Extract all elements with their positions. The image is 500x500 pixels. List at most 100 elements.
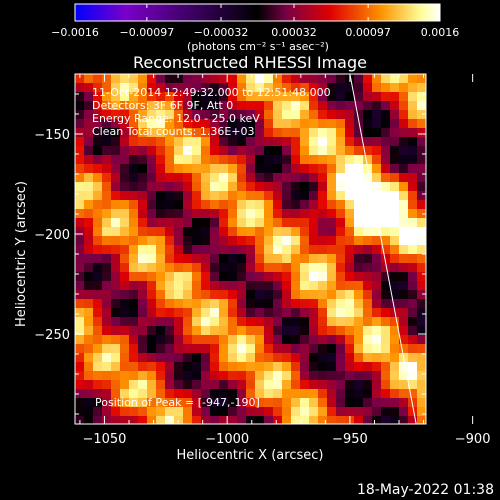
heatmap-cell	[417, 362, 426, 371]
heatmap-cell	[309, 83, 318, 92]
heatmap-cell	[390, 200, 399, 209]
heatmap-cell	[381, 191, 390, 200]
heatmap-cell	[129, 389, 138, 398]
heatmap-cell	[291, 254, 300, 263]
heatmap-cell	[318, 335, 327, 344]
heatmap-cell	[408, 380, 417, 389]
heatmap-cell	[345, 317, 354, 326]
heatmap-cell	[75, 281, 84, 290]
heatmap-cell	[264, 326, 273, 335]
heatmap-cell	[327, 281, 336, 290]
heatmap-cell	[237, 209, 246, 218]
heatmap-cell	[300, 317, 309, 326]
heatmap-cell	[93, 155, 102, 164]
heatmap-cell	[318, 317, 327, 326]
heatmap-cell	[399, 110, 408, 119]
heatmap-cell	[147, 110, 156, 119]
heatmap-cell	[336, 164, 345, 173]
heatmap-cell	[300, 119, 309, 128]
heatmap-cell	[102, 227, 111, 236]
heatmap-cell	[111, 92, 120, 101]
heatmap-cell	[147, 101, 156, 110]
heatmap-cell	[372, 83, 381, 92]
heatmap-cell	[264, 308, 273, 317]
heatmap-cell	[291, 353, 300, 362]
heatmap-cell	[300, 245, 309, 254]
heatmap-cell	[264, 191, 273, 200]
heatmap-cell	[174, 227, 183, 236]
heatmap-cell	[201, 335, 210, 344]
heatmap-cell	[84, 290, 93, 299]
heatmap-cell	[417, 407, 426, 416]
heatmap-cell	[183, 398, 192, 407]
heatmap-cell	[75, 308, 84, 317]
heatmap-cell	[255, 245, 264, 254]
heatmap-cell	[291, 182, 300, 191]
heatmap-cell	[318, 263, 327, 272]
heatmap-cell	[219, 200, 228, 209]
heatmap-cell	[282, 164, 291, 173]
heatmap-cell	[372, 308, 381, 317]
heatmap-cell	[246, 389, 255, 398]
heatmap-cell	[417, 380, 426, 389]
heatmap-cell	[192, 344, 201, 353]
x-tick-label: −1000	[205, 432, 249, 447]
heatmap-cell	[246, 92, 255, 101]
heatmap-cell	[75, 236, 84, 245]
heatmap-cell	[165, 362, 174, 371]
heatmap-cell	[345, 119, 354, 128]
heatmap-cell	[336, 272, 345, 281]
heatmap-cell	[147, 245, 156, 254]
heatmap-cell	[156, 344, 165, 353]
heatmap-cell	[246, 254, 255, 263]
heatmap-cell	[291, 74, 300, 83]
heatmap-cell	[246, 335, 255, 344]
heatmap-cell	[75, 254, 84, 263]
heatmap-cell	[228, 380, 237, 389]
heatmap-cell	[327, 353, 336, 362]
heatmap-cell	[300, 191, 309, 200]
heatmap-cell	[273, 155, 282, 164]
heatmap-cell	[318, 281, 327, 290]
heatmap-cell	[309, 317, 318, 326]
heatmap-cell	[129, 344, 138, 353]
heatmap-cell	[183, 182, 192, 191]
chart-title: Reconstructed RHESSI Image	[133, 53, 367, 72]
heatmap-cell	[381, 218, 390, 227]
heatmap-cell	[183, 389, 192, 398]
heatmap-cell	[327, 236, 336, 245]
heatmap-cell	[165, 290, 174, 299]
x-tick-label: −1050	[82, 432, 126, 447]
heatmap-cell	[264, 416, 273, 424]
heatmap-cell	[165, 83, 174, 92]
heatmap-cell	[372, 407, 381, 416]
heatmap-cell	[273, 164, 282, 173]
heatmap-cell	[408, 182, 417, 191]
heatmap-cell	[372, 335, 381, 344]
heatmap-cell	[183, 416, 192, 424]
heatmap-cell	[111, 380, 120, 389]
heatmap-cell	[399, 218, 408, 227]
heatmap-cell	[192, 209, 201, 218]
heatmap-cell	[93, 128, 102, 137]
heatmap-cell	[165, 398, 174, 407]
heatmap-cell	[282, 173, 291, 182]
heatmap-cell	[354, 335, 363, 344]
heatmap-cell	[291, 290, 300, 299]
heatmap-cell	[246, 299, 255, 308]
heatmap-cell	[210, 299, 219, 308]
heatmap-cell	[327, 74, 336, 83]
heatmap-cell	[318, 407, 327, 416]
heatmap-cell	[129, 101, 138, 110]
heatmap-cell	[174, 209, 183, 218]
heatmap-cell	[84, 236, 93, 245]
heatmap-cell	[237, 236, 246, 245]
heatmap-cell	[354, 416, 363, 424]
heatmap-cell	[120, 371, 129, 380]
heatmap-cell	[255, 407, 264, 416]
heatmap-cell	[165, 227, 174, 236]
heatmap-cell	[264, 200, 273, 209]
heatmap-cell	[129, 191, 138, 200]
heatmap-cell	[93, 290, 102, 299]
